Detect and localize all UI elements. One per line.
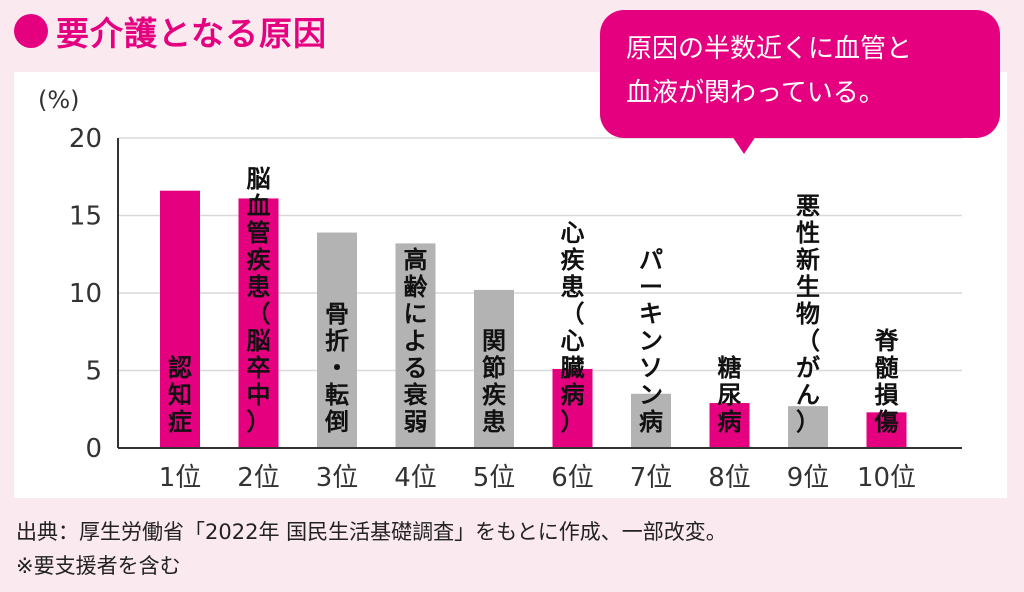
- bar-cause-label: パーキンソン病: [639, 246, 663, 436]
- bar: [709, 403, 750, 448]
- bar-cause-label: 悪性新生物（がん）: [796, 192, 820, 436]
- x-tick-label: 9位: [787, 463, 830, 493]
- bar: [631, 393, 671, 448]
- bar: [474, 289, 514, 448]
- y-tick-label: 15: [69, 202, 102, 232]
- bar-cause-label: 心疾患（心臓病）: [561, 219, 585, 436]
- chart-title: 要介護となる原因: [56, 14, 328, 53]
- title-bullet-icon: [14, 14, 48, 48]
- bar: [552, 368, 593, 448]
- y-tick-label: 0: [85, 434, 102, 464]
- y-axis-label: (%): [38, 86, 80, 114]
- bar-cause-label: 脳血管疾患（脳卒中）: [247, 165, 271, 436]
- callout-line-2: 血液が関わっている。: [626, 78, 885, 108]
- bar: [238, 198, 279, 448]
- bar-cause-label: 糖尿病: [718, 354, 742, 436]
- y-tick-label: 10: [69, 279, 102, 309]
- bar: [395, 243, 436, 448]
- x-tick-label: 7位: [630, 463, 673, 493]
- y-tick-label: 5: [85, 357, 102, 387]
- bar: [317, 232, 357, 448]
- bar-cause-label: 高齢による衰弱: [403, 246, 429, 436]
- bar: [788, 406, 828, 448]
- bar-cause-label: 脊髄損傷: [874, 327, 900, 436]
- bar-cause-label: 認知症: [168, 354, 192, 436]
- bar: [160, 190, 200, 448]
- bar-cause-label: 骨折・転倒: [324, 300, 349, 436]
- y-tick-label: 20: [69, 124, 102, 154]
- x-tick-label: 10位: [857, 463, 916, 493]
- callout-tail: [732, 136, 756, 154]
- callout-bubble: 原因の半数近くに血管と 血液が関わっている。: [600, 10, 1000, 138]
- source-note: 出典：厚生労働省「2022年 国民生活基礎調査」をもとに作成、一部改変。: [16, 520, 727, 544]
- footnote: ※要支援者を含む: [16, 554, 181, 578]
- callout-line-1: 原因の半数近くに血管と: [626, 34, 913, 64]
- x-tick-label: 3位: [316, 463, 359, 493]
- x-tick-label: 2位: [237, 463, 280, 493]
- x-tick-label: 8位: [708, 463, 751, 493]
- x-tick-label: 6位: [551, 463, 594, 493]
- x-tick-label: 4位: [394, 463, 437, 493]
- x-tick-label: 5位: [473, 463, 516, 493]
- x-tick-label: 1位: [159, 463, 202, 493]
- title-row: 要介護となる原因: [14, 6, 327, 56]
- bar-cause-label: 関節疾患: [482, 327, 506, 436]
- bar: [866, 412, 907, 448]
